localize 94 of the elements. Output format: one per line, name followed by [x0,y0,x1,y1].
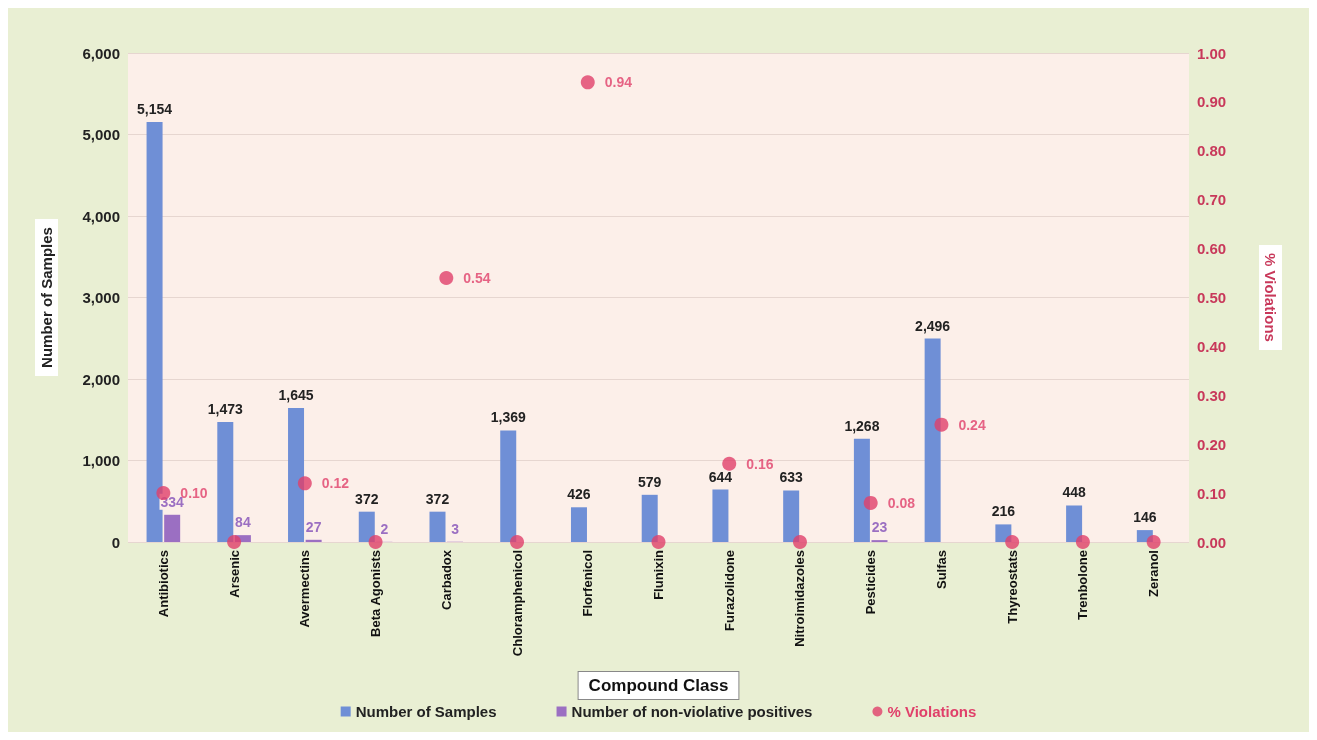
x-tick-label: Chloramphenicol [509,550,525,657]
y-tick-label: 2,000 [82,370,120,388]
x-tick-label: Antibiotics [155,550,171,618]
y2-tick-label: 0.10 [1197,484,1227,502]
data-label: 0.24 [958,416,986,433]
data-label: 372 [425,490,450,507]
point [580,75,595,90]
y2-tick-label: 0.20 [1197,435,1227,453]
data-label: 448 [1062,484,1086,501]
data-label: 0.94 [604,74,633,91]
data-label: 216 [991,503,1016,520]
legend-label: Number of non-violative positives [571,703,813,720]
data-label: 0.16 [746,455,774,472]
x-tick-label: Nitroimidazoles [792,550,808,647]
data-label: 0.08 [887,494,916,511]
point [297,476,312,491]
data-label: 23 [871,519,888,536]
x-tick-label: Arsenic [226,550,242,598]
point [439,270,454,285]
x-tick-label: Furazolidone [721,550,737,631]
x-tick-label: Avermectins [297,550,313,628]
y2-tick-label: 0.70 [1197,191,1227,209]
bar [641,494,658,542]
x-tick-label: Sulfas [933,550,949,590]
bar [429,511,446,542]
x-tick-label: Thyreostats [1004,550,1020,624]
x-tick-label: Trenbolone [1075,550,1091,621]
data-label: 84 [235,514,251,531]
y2-tick-label: 0.60 [1197,240,1227,258]
point [1005,535,1020,549]
point [792,535,807,549]
y2-tick-label: 0.90 [1197,93,1227,111]
bar [305,539,322,542]
bar [164,514,181,542]
data-label: 1,369 [490,409,526,426]
bar [358,511,375,542]
y-tick-label: 4,000 [82,207,120,225]
data-label: 2,496 [915,317,951,334]
data-label: 1,268 [844,417,880,434]
bar [1066,505,1083,542]
point [368,535,383,549]
point [510,535,525,549]
x-tick-label: Flunixin [651,549,666,600]
bar [783,490,800,542]
bar [146,121,163,542]
x-tick-label: Beta Agonists [368,550,384,637]
bar [288,407,305,542]
point [863,495,878,510]
data-label: 5,154 [137,100,173,117]
y-tick-label: 0 [111,533,120,551]
x-tick-label: Carbadox [438,549,454,610]
y2-axis-title: % Violations [1262,253,1279,342]
y-axis-title: Number of Samples [38,227,55,368]
data-label: 426 [567,486,591,503]
legend-label: Number of Samples [355,703,497,720]
y2-tick-label: 0.40 [1197,337,1227,355]
data-label: 146 [1133,509,1157,526]
data-label: 0.12 [321,475,350,492]
y-tick-label: 1,000 [82,452,120,469]
bar [853,438,870,542]
bar [217,421,234,542]
data-label: 1,645 [278,386,314,403]
data-label: 644 [708,468,733,485]
bar [712,489,729,542]
x-tick-label: Pesticides [863,550,879,615]
bar [924,338,941,542]
data-label: 2 [380,520,389,537]
data-label: 372 [355,490,379,507]
y2-tick-label: 0.50 [1197,289,1227,306]
y-tick-label: 6,000 [82,44,120,62]
point [227,535,242,549]
bar [500,430,517,542]
point [934,417,949,432]
data-label: 27 [305,518,322,535]
point [1075,535,1090,549]
data-label: 3 [451,520,460,537]
y2-tick-label: 0.80 [1197,142,1227,160]
y-tick-label: 5,000 [82,126,120,143]
x-axis-title: Compound Class [588,676,729,695]
y-tick-label: 3,000 [82,289,120,306]
data-label: 1,473 [207,400,244,417]
point [722,456,737,471]
y2-tick-label: 0.00 [1197,533,1227,551]
data-label: 579 [638,473,662,490]
point [651,535,666,549]
data-label: 0.54 [463,269,491,286]
legend-label: % Violations [887,703,977,720]
bar [570,507,587,542]
x-tick-label: Zeranol [1146,550,1162,597]
point [1146,535,1161,549]
x-tick-label: Florfenicol [580,550,596,617]
y2-tick-label: 1.00 [1197,44,1227,62]
data-label: 633 [779,469,804,486]
y2-tick-label: 0.30 [1197,386,1227,404]
